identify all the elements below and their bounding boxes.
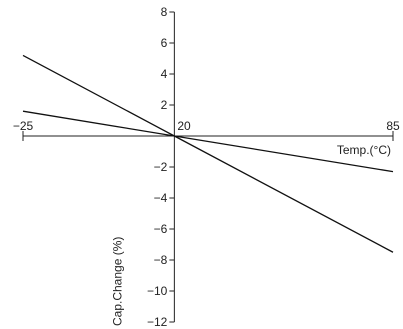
y-tick-label: −10: [147, 284, 168, 298]
x-tick-label: −25: [13, 119, 34, 133]
x-axis-title: Temp.(°C): [337, 143, 391, 157]
y-tick-label: −8: [154, 253, 168, 267]
x-axis-ticks: −25 20 85: [13, 119, 400, 141]
y-tick-label: 2: [161, 98, 168, 112]
y-tick-label: −6: [154, 222, 168, 236]
x-tick-label: 20: [177, 119, 191, 133]
y-tick-label: −4: [154, 191, 168, 205]
x-tick-label: 85: [386, 119, 400, 133]
y-axis-title: Cap.Change (%): [110, 237, 124, 326]
series-lines: [22, 54, 394, 253]
y-tick-label: 8: [161, 5, 168, 19]
y-tick-label: 6: [161, 36, 168, 50]
y-tick-label: −12: [147, 315, 168, 329]
series-line-2: [22, 110, 394, 173]
y-tick-label: −2: [154, 160, 168, 174]
y-axis-ticks: 8 6 4 2 −2 −4 −6 −8 −10 −12: [147, 5, 175, 329]
y-tick-label: 4: [161, 67, 168, 81]
